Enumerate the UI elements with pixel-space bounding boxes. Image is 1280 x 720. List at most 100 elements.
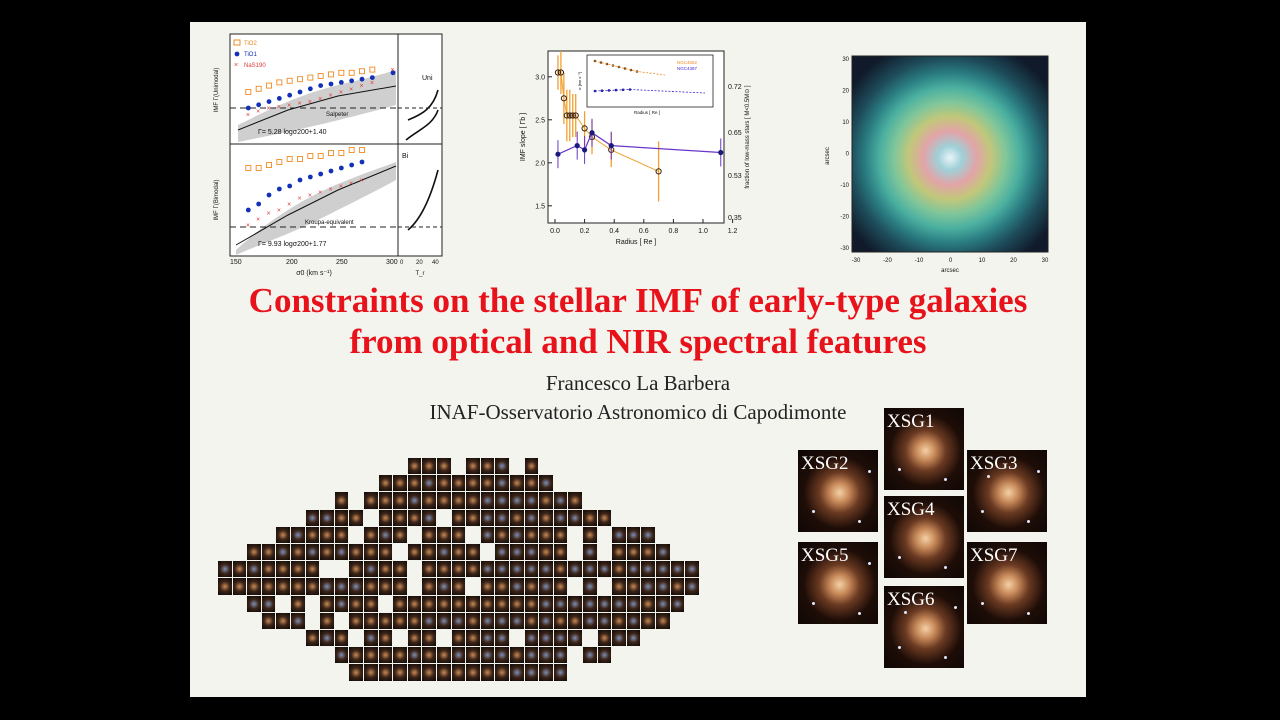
top-fit-label: Γ= 5.28 logσ200+1.40 xyxy=(258,129,327,136)
mosaic-tile xyxy=(641,612,655,629)
tio1-point xyxy=(276,96,282,101)
mosaic-tile xyxy=(626,612,641,629)
tio1-point xyxy=(328,168,334,174)
mosaic-tile xyxy=(612,561,626,578)
mosaic-tile xyxy=(524,509,539,526)
mid-xtick: 0.2 xyxy=(580,228,590,235)
mosaic-tile xyxy=(480,509,495,526)
tio1-point xyxy=(390,70,396,76)
mosaic-tile xyxy=(334,630,349,647)
tio2-point xyxy=(359,147,365,153)
mosaic-tile xyxy=(495,630,509,647)
orange-point xyxy=(563,112,570,119)
map-ylabel: arcsec xyxy=(825,147,831,165)
tio2-point xyxy=(348,69,355,76)
mosaic-tile xyxy=(437,458,451,475)
nas-point: × xyxy=(318,96,322,103)
mosaic-tile xyxy=(291,595,305,612)
orange-point xyxy=(566,112,573,119)
mosaic-tile xyxy=(451,544,466,561)
mosaic-tile xyxy=(524,612,539,629)
mid-ylabel-right: fraction of low-mass stars [ M<0.5M⊙ ] xyxy=(745,85,751,189)
nas-point: × xyxy=(360,83,364,90)
mosaic-tile xyxy=(583,578,597,595)
mosaic-tile xyxy=(393,578,407,595)
mosaic-tile xyxy=(334,595,349,612)
star-dot xyxy=(1037,470,1040,473)
mosaic-tile xyxy=(393,492,407,509)
tio2-point xyxy=(317,153,324,159)
mosaic-tile xyxy=(334,492,349,509)
mosaic-tile xyxy=(539,492,553,509)
mosaic-tile xyxy=(451,561,466,578)
orange-point xyxy=(560,95,567,102)
mosaic-tile xyxy=(261,561,276,578)
legend-nas-marker: × xyxy=(234,62,238,69)
mosaic-tile xyxy=(320,544,334,561)
mosaic-tile xyxy=(334,526,349,543)
affiliation: INAF-Osservatorio Astronomico di Capodim… xyxy=(429,400,847,424)
mosaic-tile xyxy=(495,561,509,578)
tio2-point xyxy=(286,77,293,84)
nas-point: × xyxy=(391,67,395,74)
mosaic-tile xyxy=(437,664,451,681)
galaxy-thumbnail-xsg2: XSG2 xyxy=(798,450,878,532)
tio2-point xyxy=(369,66,376,73)
tio1-point xyxy=(245,105,251,111)
mosaic-tile xyxy=(422,492,436,509)
mosaic-tile xyxy=(364,647,378,664)
mosaic-tile xyxy=(495,612,509,629)
star-dot xyxy=(898,556,901,559)
mosaic-tile xyxy=(422,664,436,681)
mosaic-tile xyxy=(524,578,539,595)
tio1-point xyxy=(349,78,355,84)
mosaic-tile xyxy=(320,630,334,647)
mosaic-tile xyxy=(524,544,539,561)
tio1-point xyxy=(297,89,303,95)
star-dot xyxy=(944,656,947,659)
mosaic-tile xyxy=(612,526,626,543)
mosaic-tile xyxy=(334,509,349,526)
nas-point: × xyxy=(339,90,343,97)
mosaic-tile xyxy=(480,475,495,492)
tio1-point xyxy=(256,201,262,207)
mosaic-tile xyxy=(466,630,480,647)
mosaic-tile xyxy=(466,458,480,475)
thumbnail-label: XSG4 xyxy=(887,499,935,520)
mosaic-tile xyxy=(451,612,466,629)
slide-title: Constraints on the stellar IMF of early-… xyxy=(190,280,1086,362)
mosaic-tile xyxy=(247,578,261,595)
mosaic-tile xyxy=(626,595,641,612)
mosaic-tile xyxy=(597,647,612,664)
mosaic-tile xyxy=(320,595,334,612)
mosaic-tile xyxy=(437,544,451,561)
mosaic-tile xyxy=(568,492,582,509)
mosaic-tile xyxy=(305,561,320,578)
top-side-frame xyxy=(397,33,443,145)
mosaic-tile xyxy=(539,595,553,612)
imf-radius-plot: NGC4552 NGC4387 Radius [ Re ] σ [km s⁻¹]… xyxy=(520,50,751,246)
nas-point: × xyxy=(308,193,312,200)
mosaic-tile xyxy=(364,595,378,612)
mosaic-tile xyxy=(261,544,276,561)
mosaic-tile xyxy=(291,544,305,561)
nas-point: × xyxy=(287,202,291,209)
mosaic-tile xyxy=(480,526,495,543)
mosaic-tile xyxy=(510,595,524,612)
mosaic-tile xyxy=(378,509,393,526)
tio2-point xyxy=(338,69,345,76)
mosaic-tile xyxy=(364,492,378,509)
mosaic-tile xyxy=(422,578,436,595)
mosaic-tile xyxy=(364,664,378,681)
nas-point: × xyxy=(349,181,353,188)
mosaic-tile xyxy=(422,458,436,475)
mosaic-tile xyxy=(305,578,320,595)
tio1-point xyxy=(318,171,324,177)
map-xtick: -10 xyxy=(915,258,924,264)
mosaic-tile xyxy=(393,664,407,681)
mosaic-tile xyxy=(641,595,655,612)
legend-tio2-marker xyxy=(233,39,241,46)
top-shaded-band xyxy=(238,70,396,142)
mosaic-tile xyxy=(422,475,436,492)
tio1-point xyxy=(297,177,303,183)
